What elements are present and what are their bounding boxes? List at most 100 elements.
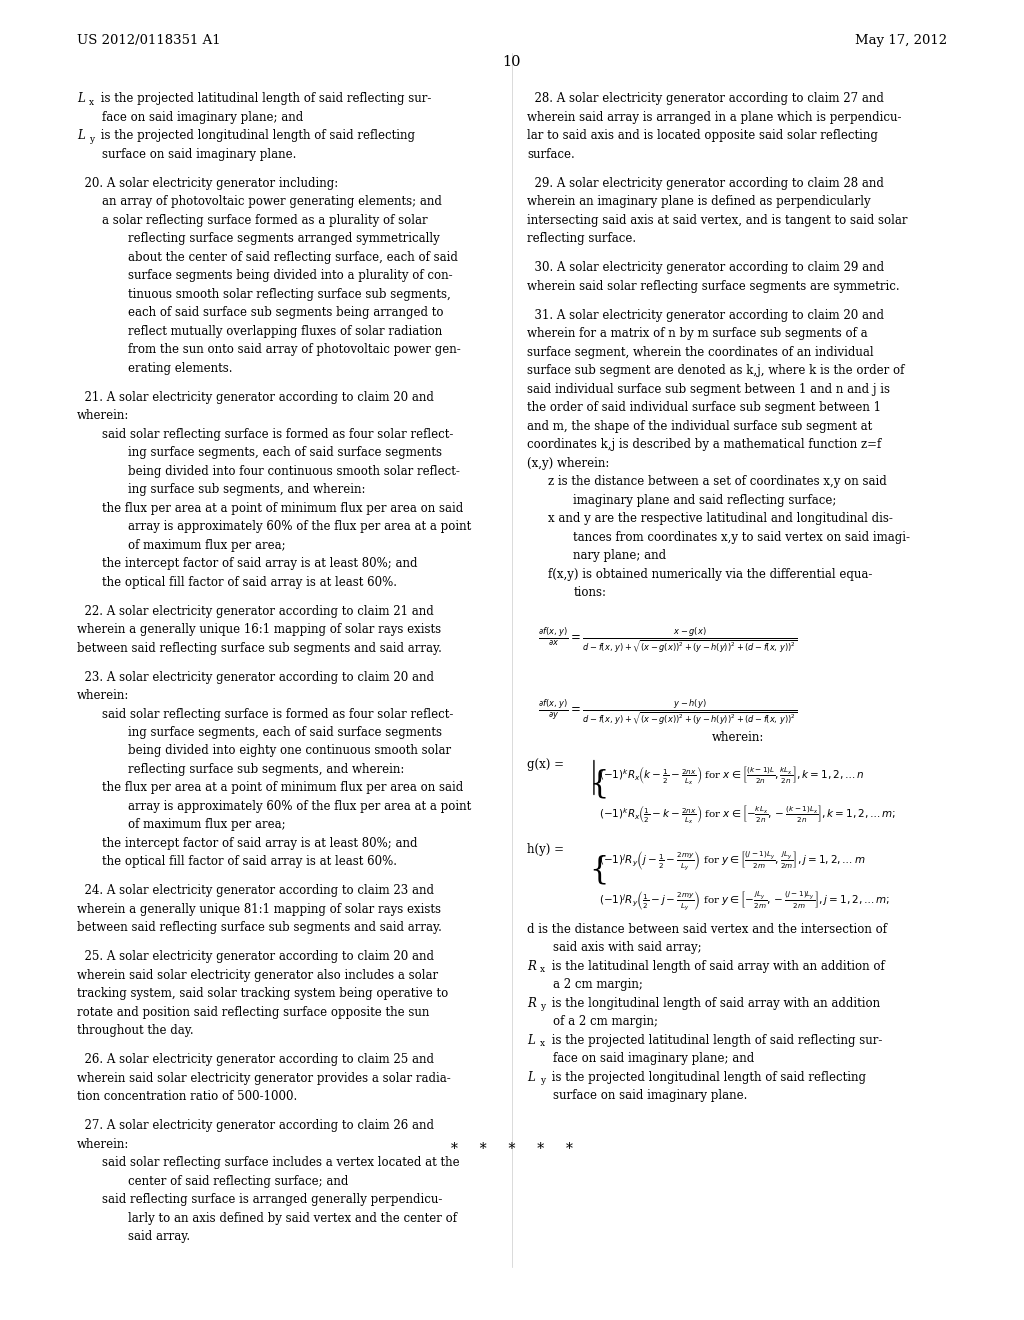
Text: 30. A solar electricity generator according to claim 29 and: 30. A solar electricity generator accord… [527, 261, 885, 275]
Text: $(-1)^j R_y \left(\frac{1}{2} - j - \frac{2my}{L_y}\right)$ for $y \in \left[-\f: $(-1)^j R_y \left(\frac{1}{2} - j - \fra… [599, 890, 890, 913]
Text: 24. A solar electricity generator according to claim 23 and: 24. A solar electricity generator accord… [77, 884, 434, 898]
Text: *     *     *     *     *: * * * * * [451, 1142, 573, 1156]
Text: 25. A solar electricity generator according to claim 20 and: 25. A solar electricity generator accord… [77, 950, 434, 964]
Text: wherein:: wherein: [712, 731, 764, 744]
Text: being divided into four continuous smooth solar reflect-: being divided into four continuous smoot… [128, 465, 460, 478]
Text: g(x) =: g(x) = [527, 758, 564, 771]
Text: said array.: said array. [128, 1230, 190, 1243]
Text: $(-1)^k R_x \left(k - \frac{1}{2} - \frac{2nx}{L_x}\right)$ for $x \in \left[\fr: $(-1)^k R_x \left(k - \frac{1}{2} - \fra… [599, 764, 864, 787]
Text: of maximum flux per area;: of maximum flux per area; [128, 539, 286, 552]
Text: surface segment, wherein the coordinates of an individual: surface segment, wherein the coordinates… [527, 346, 874, 359]
Text: of a 2 cm margin;: of a 2 cm margin; [553, 1015, 658, 1028]
Text: 29. A solar electricity generator according to claim 28 and: 29. A solar electricity generator accord… [527, 177, 885, 190]
Text: reflecting surface segments arranged symmetrically: reflecting surface segments arranged sym… [128, 232, 439, 246]
Text: ing surface segments, each of said surface segments: ing surface segments, each of said surfa… [128, 726, 442, 739]
Text: $\frac{\partial f(x,\,y)}{\partial x}=\frac{x-g(x)}{d-f(x,\,y)+\sqrt{(x-g(x))^2+: $\frac{\partial f(x,\,y)}{\partial x}=\f… [538, 626, 798, 655]
Text: wherein:: wherein: [77, 409, 129, 422]
Text: between said reflecting surface sub segments and said array.: between said reflecting surface sub segm… [77, 642, 441, 655]
Text: wherein said solar electricity generator provides a solar radia-: wherein said solar electricity generator… [77, 1072, 451, 1085]
Text: wherein a generally unique 81:1 mapping of solar rays exists: wherein a generally unique 81:1 mapping … [77, 903, 440, 916]
Text: face on said imaginary plane; and: face on said imaginary plane; and [102, 111, 304, 124]
Text: the order of said individual surface sub segment between 1: the order of said individual surface sub… [527, 401, 882, 414]
Text: May 17, 2012: May 17, 2012 [855, 34, 947, 48]
Text: and m, the shape of the individual surface sub segment at: and m, the shape of the individual surfa… [527, 420, 872, 433]
Text: z is the distance between a set of coordinates x,y on said: z is the distance between a set of coord… [548, 475, 887, 488]
Text: rotate and position said reflecting surface opposite the sun: rotate and position said reflecting surf… [77, 1006, 429, 1019]
Text: said individual surface sub segment between 1 and n and j is: said individual surface sub segment betw… [527, 383, 890, 396]
Text: is the projected latitudinal length of said reflecting sur-: is the projected latitudinal length of s… [97, 92, 432, 106]
Text: surface segments being divided into a plurality of con-: surface segments being divided into a pl… [128, 269, 453, 282]
Text: (x,y) wherein:: (x,y) wherein: [527, 457, 609, 470]
Text: x: x [89, 98, 94, 107]
Text: y: y [540, 1076, 545, 1085]
Text: 20. A solar electricity generator including:: 20. A solar electricity generator includ… [77, 177, 338, 190]
Text: a solar reflecting surface formed as a plurality of solar: a solar reflecting surface formed as a p… [102, 214, 428, 227]
Text: d is the distance between said vertex and the intersection of: d is the distance between said vertex an… [527, 923, 888, 936]
Text: 21. A solar electricity generator according to claim 20 and: 21. A solar electricity generator accord… [77, 391, 434, 404]
Text: y: y [89, 135, 94, 144]
Text: said axis with said array;: said axis with said array; [553, 941, 701, 954]
Text: R: R [527, 960, 537, 973]
Text: 31. A solar electricity generator according to claim 20 and: 31. A solar electricity generator accord… [527, 309, 885, 322]
Text: 22. A solar electricity generator according to claim 21 and: 22. A solar electricity generator accord… [77, 605, 433, 618]
Text: array is approximately 60% of the flux per area at a point: array is approximately 60% of the flux p… [128, 520, 471, 533]
Text: said solar reflecting surface is formed as four solar reflect-: said solar reflecting surface is formed … [102, 428, 454, 441]
Text: tion concentration ratio of 500-1000.: tion concentration ratio of 500-1000. [77, 1090, 297, 1104]
Text: imaginary plane and said reflecting surface;: imaginary plane and said reflecting surf… [573, 494, 837, 507]
Text: array is approximately 60% of the flux per area at a point: array is approximately 60% of the flux p… [128, 800, 471, 813]
Text: wherein:: wherein: [77, 689, 129, 702]
Text: said reflecting surface is arranged generally perpendicu-: said reflecting surface is arranged gene… [102, 1193, 442, 1206]
Text: wherein said array is arranged in a plane which is perpendicu-: wherein said array is arranged in a plan… [527, 111, 902, 124]
Text: coordinates k,j is described by a mathematical function z=f: coordinates k,j is described by a mathem… [527, 438, 882, 451]
Text: the optical fill factor of said array is at least 60%.: the optical fill factor of said array is… [102, 855, 397, 869]
Text: said solar reflecting surface is formed as four solar reflect-: said solar reflecting surface is formed … [102, 708, 454, 721]
Text: $(-1)^j R_y \left(j - \frac{1}{2} - \frac{2my}{L_y}\right)$ for $y \in \left[\fr: $(-1)^j R_y \left(j - \frac{1}{2} - \fra… [599, 850, 865, 874]
Text: is the projected longitudinal length of said reflecting: is the projected longitudinal length of … [97, 129, 416, 143]
Text: $(-1)^k R_x \left(\frac{1}{2} - k - \frac{2nx}{L_x}\right)$ for $x \in \left[-\f: $(-1)^k R_x \left(\frac{1}{2} - k - \fra… [599, 804, 896, 826]
Text: ing surface segments, each of said surface segments: ing surface segments, each of said surfa… [128, 446, 442, 459]
Text: nary plane; and: nary plane; and [573, 549, 667, 562]
Text: US 2012/0118351 A1: US 2012/0118351 A1 [77, 34, 220, 48]
Text: x: x [540, 965, 545, 974]
Text: {: { [589, 854, 608, 886]
Text: surface.: surface. [527, 148, 575, 161]
Text: wherein said solar electricity generator also includes a solar: wherein said solar electricity generator… [77, 969, 438, 982]
Text: reflecting surface.: reflecting surface. [527, 232, 637, 246]
Text: center of said reflecting surface; and: center of said reflecting surface; and [128, 1175, 348, 1188]
Text: a 2 cm margin;: a 2 cm margin; [553, 978, 643, 991]
Text: being divided into eighty one continuous smooth solar: being divided into eighty one continuous… [128, 744, 452, 758]
Text: 27. A solar electricity generator according to claim 26 and: 27. A solar electricity generator accord… [77, 1119, 434, 1133]
Text: lar to said axis and is located opposite said solar reflecting: lar to said axis and is located opposite… [527, 129, 879, 143]
Text: wherein an imaginary plane is defined as perpendicularly: wherein an imaginary plane is defined as… [527, 195, 871, 209]
Text: 26. A solar electricity generator according to claim 25 and: 26. A solar electricity generator accord… [77, 1053, 434, 1067]
Text: wherein:: wherein: [77, 1138, 129, 1151]
Text: tinuous smooth solar reflecting surface sub segments,: tinuous smooth solar reflecting surface … [128, 288, 451, 301]
Text: wherein said solar reflecting surface segments are symmetric.: wherein said solar reflecting surface se… [527, 280, 900, 293]
Text: surface on said imaginary plane.: surface on said imaginary plane. [102, 148, 297, 161]
Text: h(y) =: h(y) = [527, 843, 564, 857]
Text: wherein for a matrix of n by m surface sub segments of a: wherein for a matrix of n by m surface s… [527, 327, 868, 341]
Text: 28. A solar electricity generator according to claim 27 and: 28. A solar electricity generator accord… [527, 92, 885, 106]
Text: intersecting said axis at said vertex, and is tangent to said solar: intersecting said axis at said vertex, a… [527, 214, 908, 227]
Text: L: L [527, 1071, 536, 1084]
Text: the intercept factor of said array is at least 80%; and: the intercept factor of said array is at… [102, 557, 418, 570]
Text: the flux per area at a point of minimum flux per area on said: the flux per area at a point of minimum … [102, 502, 464, 515]
Text: from the sun onto said array of photovoltaic power gen-: from the sun onto said array of photovol… [128, 343, 461, 356]
Text: L: L [77, 92, 85, 106]
Text: larly to an axis defined by said vertex and the center of: larly to an axis defined by said vertex … [128, 1212, 457, 1225]
Text: wherein a generally unique 16:1 mapping of solar rays exists: wherein a generally unique 16:1 mapping … [77, 623, 441, 636]
Text: 10: 10 [503, 55, 521, 70]
Text: surface sub segment are denoted as k,j, where k is the order of: surface sub segment are denoted as k,j, … [527, 364, 905, 378]
Text: an array of photovoltaic power generating elements; and: an array of photovoltaic power generatin… [102, 195, 442, 209]
Text: the flux per area at a point of minimum flux per area on said: the flux per area at a point of minimum … [102, 781, 464, 795]
Text: each of said surface sub segments being arranged to: each of said surface sub segments being … [128, 306, 443, 319]
Text: face on said imaginary plane; and: face on said imaginary plane; and [553, 1052, 755, 1065]
Text: f(x,y) is obtained numerically via the differential equa-: f(x,y) is obtained numerically via the d… [548, 568, 872, 581]
Text: $\frac{\partial f(x,\,y)}{\partial y}=\frac{y-h(y)}{d-f(x,\,y)+\sqrt{(x-g(x))^2+: $\frac{\partial f(x,\,y)}{\partial y}=\f… [538, 698, 798, 727]
Text: reflect mutually overlapping fluxes of solar radiation: reflect mutually overlapping fluxes of s… [128, 325, 442, 338]
Text: tracking system, said solar tracking system being operative to: tracking system, said solar tracking sys… [77, 987, 449, 1001]
Text: {: { [589, 768, 608, 800]
Text: of maximum flux per area;: of maximum flux per area; [128, 818, 286, 832]
Text: between said reflecting surface sub segments and said array.: between said reflecting surface sub segm… [77, 921, 441, 935]
Text: tions:: tions: [573, 586, 606, 599]
